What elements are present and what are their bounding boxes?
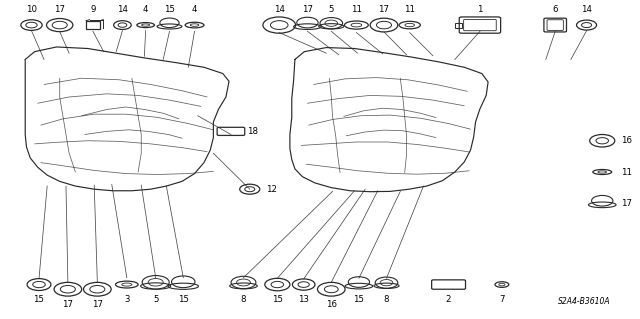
Text: 7: 7 bbox=[499, 295, 504, 304]
Text: 14: 14 bbox=[581, 5, 592, 14]
Text: 15: 15 bbox=[164, 5, 175, 14]
Text: 17: 17 bbox=[621, 199, 632, 208]
Text: 11: 11 bbox=[351, 5, 362, 14]
Text: 6: 6 bbox=[552, 5, 558, 14]
Text: 8: 8 bbox=[384, 295, 389, 304]
Text: 17: 17 bbox=[62, 300, 74, 309]
Text: 16: 16 bbox=[326, 300, 337, 309]
Text: 5: 5 bbox=[328, 5, 334, 14]
Text: 16: 16 bbox=[621, 136, 632, 145]
Text: 14: 14 bbox=[274, 5, 285, 14]
Text: 1: 1 bbox=[477, 5, 483, 14]
Text: 4: 4 bbox=[192, 5, 197, 14]
Text: 17: 17 bbox=[54, 5, 65, 14]
Text: 15: 15 bbox=[353, 295, 364, 304]
Text: 5: 5 bbox=[153, 295, 159, 304]
Text: 15: 15 bbox=[272, 295, 283, 304]
Text: 10: 10 bbox=[26, 5, 37, 14]
Text: 17: 17 bbox=[378, 5, 390, 14]
Text: 17: 17 bbox=[92, 300, 103, 309]
Text: 18: 18 bbox=[248, 127, 259, 136]
Text: 8: 8 bbox=[241, 295, 246, 304]
Text: S2A4-B3610A: S2A4-B3610A bbox=[558, 297, 611, 306]
Text: 12: 12 bbox=[266, 185, 277, 194]
Text: 13: 13 bbox=[298, 295, 309, 304]
Text: 4: 4 bbox=[143, 5, 148, 14]
Text: 17: 17 bbox=[302, 5, 313, 14]
Text: 15: 15 bbox=[178, 295, 189, 304]
Text: 11: 11 bbox=[621, 167, 632, 176]
Text: 3: 3 bbox=[124, 295, 129, 304]
Text: 15: 15 bbox=[33, 295, 45, 304]
Text: 14: 14 bbox=[117, 5, 128, 14]
Text: 2: 2 bbox=[446, 295, 451, 304]
Text: 11: 11 bbox=[404, 5, 415, 14]
Text: 9: 9 bbox=[90, 5, 95, 14]
